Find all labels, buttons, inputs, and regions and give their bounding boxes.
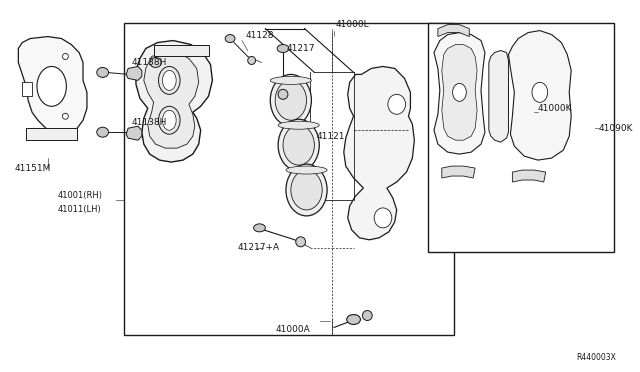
Ellipse shape	[452, 83, 467, 101]
Polygon shape	[344, 67, 414, 240]
Text: 41001(RH): 41001(RH)	[58, 192, 102, 201]
Ellipse shape	[532, 82, 548, 102]
Ellipse shape	[63, 113, 68, 119]
Ellipse shape	[159, 106, 180, 134]
Text: 41217: 41217	[287, 44, 316, 53]
Polygon shape	[136, 41, 212, 162]
Bar	[22, 82, 32, 96]
Polygon shape	[508, 31, 572, 160]
Ellipse shape	[374, 208, 392, 228]
Bar	[124, 23, 454, 336]
Ellipse shape	[163, 110, 176, 130]
Text: 41151M: 41151M	[15, 164, 51, 173]
Ellipse shape	[63, 54, 68, 60]
Ellipse shape	[225, 35, 235, 42]
Polygon shape	[144, 52, 198, 148]
Polygon shape	[154, 45, 209, 57]
Ellipse shape	[97, 127, 109, 137]
Text: 41128: 41128	[246, 31, 275, 40]
Polygon shape	[126, 67, 142, 80]
Ellipse shape	[277, 45, 289, 52]
Ellipse shape	[347, 314, 360, 324]
Ellipse shape	[362, 311, 372, 321]
Bar	[428, 23, 614, 252]
Ellipse shape	[278, 89, 288, 99]
Ellipse shape	[270, 76, 312, 84]
Ellipse shape	[163, 70, 176, 90]
Ellipse shape	[278, 121, 319, 129]
Polygon shape	[26, 128, 77, 140]
Ellipse shape	[286, 166, 327, 174]
Ellipse shape	[291, 170, 322, 210]
Ellipse shape	[97, 67, 109, 77]
Text: 41000K: 41000K	[538, 104, 572, 113]
Ellipse shape	[159, 67, 180, 94]
Polygon shape	[126, 126, 142, 140]
Ellipse shape	[37, 67, 67, 106]
Polygon shape	[489, 51, 508, 142]
Ellipse shape	[275, 80, 307, 120]
Ellipse shape	[296, 237, 305, 247]
Text: R440003X: R440003X	[577, 353, 616, 362]
Text: 41121: 41121	[316, 132, 345, 141]
Polygon shape	[442, 45, 477, 140]
Ellipse shape	[286, 164, 327, 216]
Ellipse shape	[388, 94, 406, 114]
Text: 41000L: 41000L	[336, 20, 369, 29]
Polygon shape	[438, 25, 469, 36]
Ellipse shape	[278, 119, 319, 171]
Text: 41138H: 41138H	[132, 118, 168, 127]
Polygon shape	[513, 170, 546, 182]
Ellipse shape	[283, 125, 314, 165]
Text: 41000A: 41000A	[275, 325, 310, 334]
Ellipse shape	[253, 224, 266, 232]
Text: 41138H: 41138H	[132, 58, 168, 67]
Text: 41090K: 41090K	[598, 124, 633, 133]
Text: 41011(LH): 41011(LH)	[58, 205, 101, 214]
Polygon shape	[19, 36, 87, 132]
Text: 41217+A: 41217+A	[238, 243, 280, 252]
Polygon shape	[434, 33, 485, 154]
Polygon shape	[442, 166, 475, 178]
Ellipse shape	[150, 58, 161, 67]
Ellipse shape	[270, 74, 312, 126]
Ellipse shape	[248, 57, 255, 64]
